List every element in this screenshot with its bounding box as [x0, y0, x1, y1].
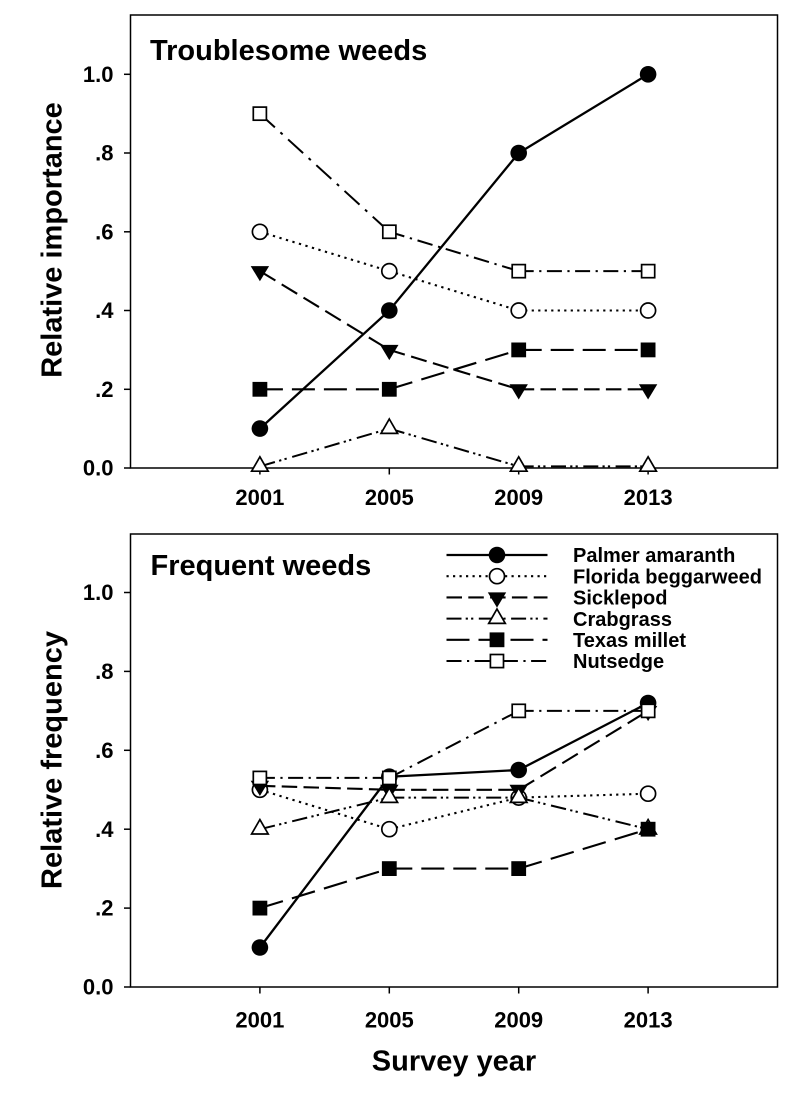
svg-text:2001: 2001 — [235, 1008, 284, 1033]
svg-text:1.0: 1.0 — [83, 62, 114, 87]
svg-text:Troublesome weeds: Troublesome weeds — [150, 35, 427, 67]
svg-text:Relative frequency: Relative frequency — [37, 631, 69, 889]
svg-text:Nutsedge: Nutsedge — [573, 651, 664, 673]
svg-text:0.0: 0.0 — [83, 456, 114, 481]
svg-text:Frequent weeds: Frequent weeds — [151, 550, 372, 582]
svg-text:.2: .2 — [95, 896, 113, 921]
svg-text:.8: .8 — [95, 141, 113, 166]
svg-text:Relative importance: Relative importance — [37, 102, 69, 378]
svg-text:1.0: 1.0 — [83, 580, 114, 605]
svg-text:2013: 2013 — [624, 1008, 673, 1033]
svg-text:.6: .6 — [95, 219, 113, 244]
svg-text:Crabgrass: Crabgrass — [573, 609, 672, 631]
svg-text:Texas millet: Texas millet — [573, 630, 686, 652]
svg-text:.6: .6 — [95, 738, 113, 763]
svg-text:0.0: 0.0 — [83, 975, 114, 1000]
svg-text:2005: 2005 — [365, 1008, 414, 1033]
svg-text:2009: 2009 — [494, 1008, 543, 1033]
svg-text:.4: .4 — [95, 298, 114, 323]
svg-text:Palmer amaranth: Palmer amaranth — [573, 545, 735, 567]
svg-text:.8: .8 — [95, 659, 113, 684]
svg-text:2013: 2013 — [624, 485, 673, 510]
svg-text:Survey year: Survey year — [372, 1046, 536, 1078]
svg-text:2005: 2005 — [365, 485, 414, 510]
svg-text:.4: .4 — [95, 817, 114, 842]
svg-text:Sicklepod: Sicklepod — [573, 588, 667, 610]
svg-text:2009: 2009 — [494, 485, 543, 510]
svg-text:2001: 2001 — [235, 485, 284, 510]
svg-text:Florida beggarweed: Florida beggarweed — [573, 566, 762, 588]
svg-text:.2: .2 — [95, 377, 113, 402]
